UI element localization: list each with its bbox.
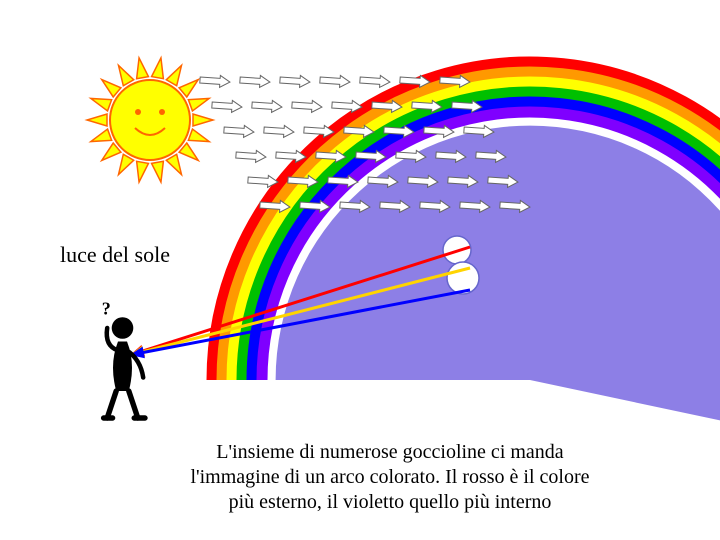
caption-text: L'insieme di numerose goccioline ci mand… (180, 440, 600, 515)
diagram-stage: ? luce del sole L'insieme di numerose go… (0, 0, 720, 540)
sunlight-label: luce del sole (60, 242, 170, 268)
observer-icon: ? (102, 299, 145, 419)
water-droplet (447, 262, 479, 294)
sun-icon (87, 58, 213, 182)
svg-text:?: ? (102, 299, 111, 319)
